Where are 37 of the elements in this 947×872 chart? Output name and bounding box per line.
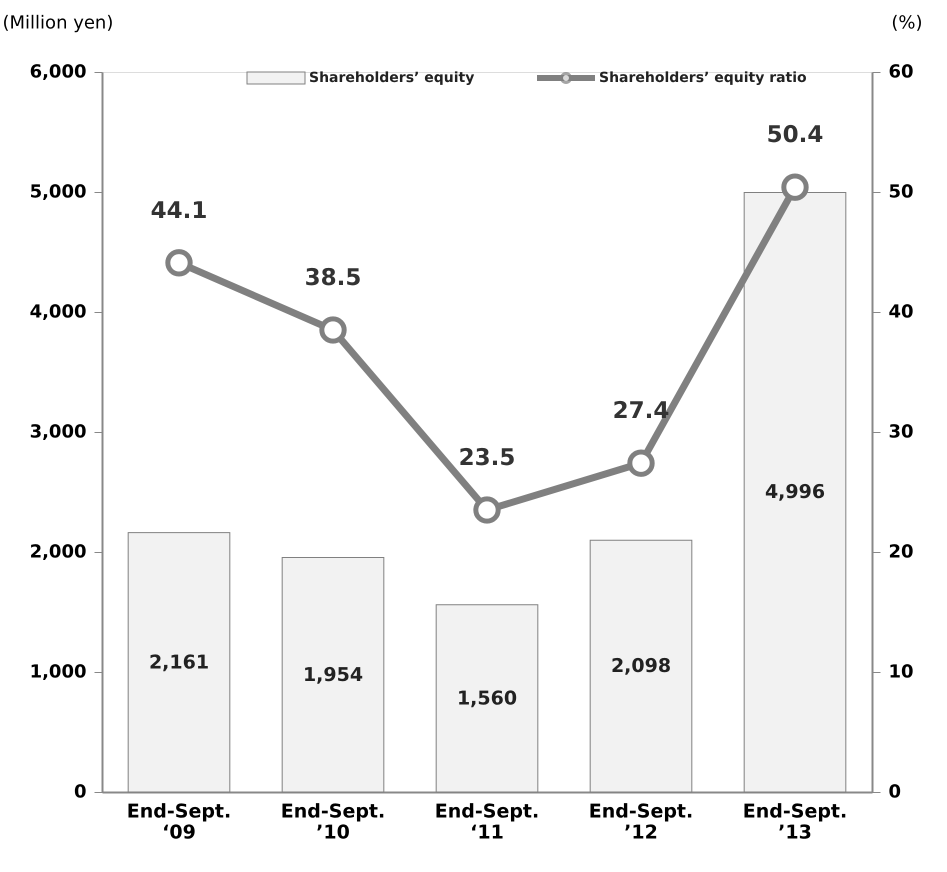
- y2-tick-label: 40: [888, 302, 914, 322]
- data-label: 1,954: [302, 664, 364, 686]
- x-tick-label: End-Sept. ’10: [280, 800, 386, 844]
- y-tick-label: 3,000: [30, 422, 86, 442]
- x-tick-label: End-Sept. ’13: [742, 800, 848, 844]
- y-axis-title: (Million yen): [2, 12, 114, 34]
- point: [319, 316, 347, 344]
- data-label: 23.5: [458, 445, 516, 471]
- legend-label: Shareholders’ equity: [309, 70, 474, 86]
- point: [781, 174, 809, 201]
- y2-axis-title: (%): [891, 12, 922, 34]
- y-tick-label: 5,000: [30, 182, 86, 202]
- y-tick-label: 6,000: [30, 62, 86, 82]
- x-tick-label: End-Sept. ‘11: [434, 800, 540, 844]
- y-tick-label: 2,000: [30, 542, 86, 562]
- data-label: 38.5: [304, 265, 362, 291]
- data-label: 1,560: [456, 687, 518, 710]
- legend-label: Shareholders’ equity ratio: [599, 70, 808, 86]
- y-tick-label: 1,000: [30, 662, 86, 682]
- data-label: 44.1: [150, 198, 208, 224]
- y2-tick-label: 50: [888, 182, 914, 202]
- y2-tick-label: 20: [888, 542, 914, 562]
- x-tick-label: End-Sept. ‘09: [126, 800, 232, 844]
- y2-tick-label: 0: [888, 782, 902, 802]
- point: [627, 450, 655, 477]
- x-tick-label: End-Sept. ’12: [588, 800, 694, 844]
- y2-tick-label: 60: [888, 62, 914, 82]
- data-label: 4,996: [764, 481, 826, 504]
- data-label: 50.4: [766, 122, 824, 148]
- y-tick-label: 4,000: [30, 302, 86, 322]
- y2-tick-label: 30: [888, 422, 914, 442]
- y2-tick-label: 10: [888, 662, 914, 682]
- y-tick-label: 0: [74, 782, 86, 802]
- point: [165, 249, 193, 276]
- data-label: 2,098: [610, 655, 672, 678]
- data-label: 2,161: [148, 651, 210, 674]
- point: [473, 496, 501, 524]
